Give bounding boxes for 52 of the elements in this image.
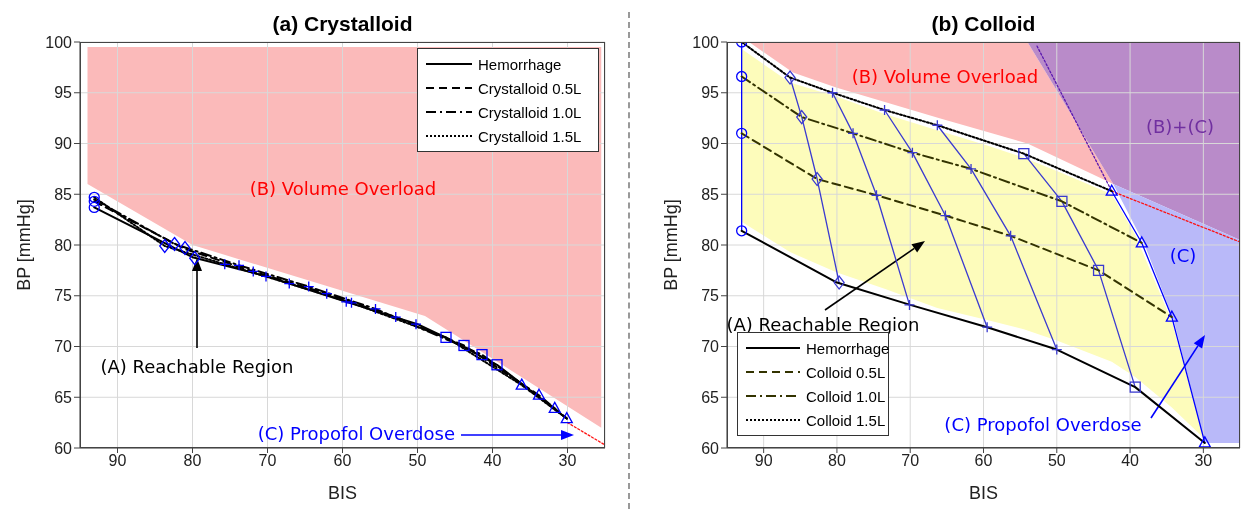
- x-tick-label: 50: [408, 452, 427, 470]
- annotation: (A) Reachable Region: [100, 356, 294, 377]
- y-axis-title: BP [mmHg]: [14, 199, 35, 291]
- y-tick-label: 80: [701, 236, 720, 254]
- x-tick-label: 70: [258, 452, 277, 470]
- annotation: (B) Volume Overload: [249, 178, 437, 199]
- y-tick-label: 90: [54, 135, 73, 153]
- x-tick-label: 70: [901, 452, 920, 470]
- y-tick-label: 65: [701, 388, 720, 406]
- x-tick-label: 80: [183, 452, 202, 470]
- chart-title: (a) Crystalloid: [271, 12, 414, 36]
- y-tick-label: 100: [692, 33, 720, 51]
- x-tick-label: 90: [108, 452, 127, 470]
- y-tick-label: 85: [701, 185, 720, 203]
- y-tick-label: 95: [54, 84, 73, 102]
- y-tick-label: 75: [54, 287, 73, 305]
- x-tick-label: 30: [1194, 452, 1213, 470]
- y-tick-label: 100: [45, 33, 73, 51]
- y-tick-label: 80: [54, 236, 73, 254]
- legend-label: Colloid 1.5L: [806, 411, 886, 429]
- y-tick-label: 65: [54, 388, 73, 406]
- y-tick-label: 70: [701, 338, 720, 356]
- annotation: (A) Reachable Region: [726, 314, 920, 335]
- chart-title: (b) Colloid: [930, 12, 1037, 36]
- legend-label: Colloid 1.0L: [806, 387, 886, 405]
- x-tick-label: 50: [1047, 452, 1066, 470]
- annotation: (B) Volume Overload: [851, 66, 1039, 87]
- annotation: (C) Propofol Overdose: [944, 414, 1142, 435]
- x-tick-label: 60: [974, 452, 993, 470]
- y-tick-label: 60: [701, 439, 720, 457]
- y-tick-label: 60: [54, 439, 73, 457]
- x-tick-label: 90: [754, 452, 773, 470]
- x-tick-label: 80: [828, 452, 846, 470]
- x-tick-label: 30: [558, 452, 577, 470]
- y-tick-label: 90: [701, 135, 720, 153]
- legend-label: Hemorrhage: [478, 55, 562, 73]
- x-axis-title: BIS: [327, 483, 358, 503]
- y-tick-label: 95: [701, 84, 720, 102]
- y-tick-label: 85: [54, 185, 73, 203]
- x-axis-title: BIS: [968, 483, 999, 503]
- legend-label: Crystalloid 1.0L: [478, 103, 582, 121]
- x-tick-label: 40: [483, 452, 502, 470]
- annotation: (C): [1169, 245, 1197, 266]
- x-tick-label: 40: [1121, 452, 1140, 470]
- legend-label: Colloid 0.5L: [806, 363, 886, 381]
- y-axis-title: BP [mmHg]: [661, 199, 682, 291]
- y-tick-label: 75: [701, 287, 720, 305]
- legend-label: Crystalloid 0.5L: [478, 79, 582, 97]
- y-tick-label: 70: [54, 338, 73, 356]
- annotation: (C) Propofol Overdose: [257, 423, 455, 444]
- x-tick-label: 60: [333, 452, 352, 470]
- legend-label: Crystalloid 1.5L: [478, 127, 582, 145]
